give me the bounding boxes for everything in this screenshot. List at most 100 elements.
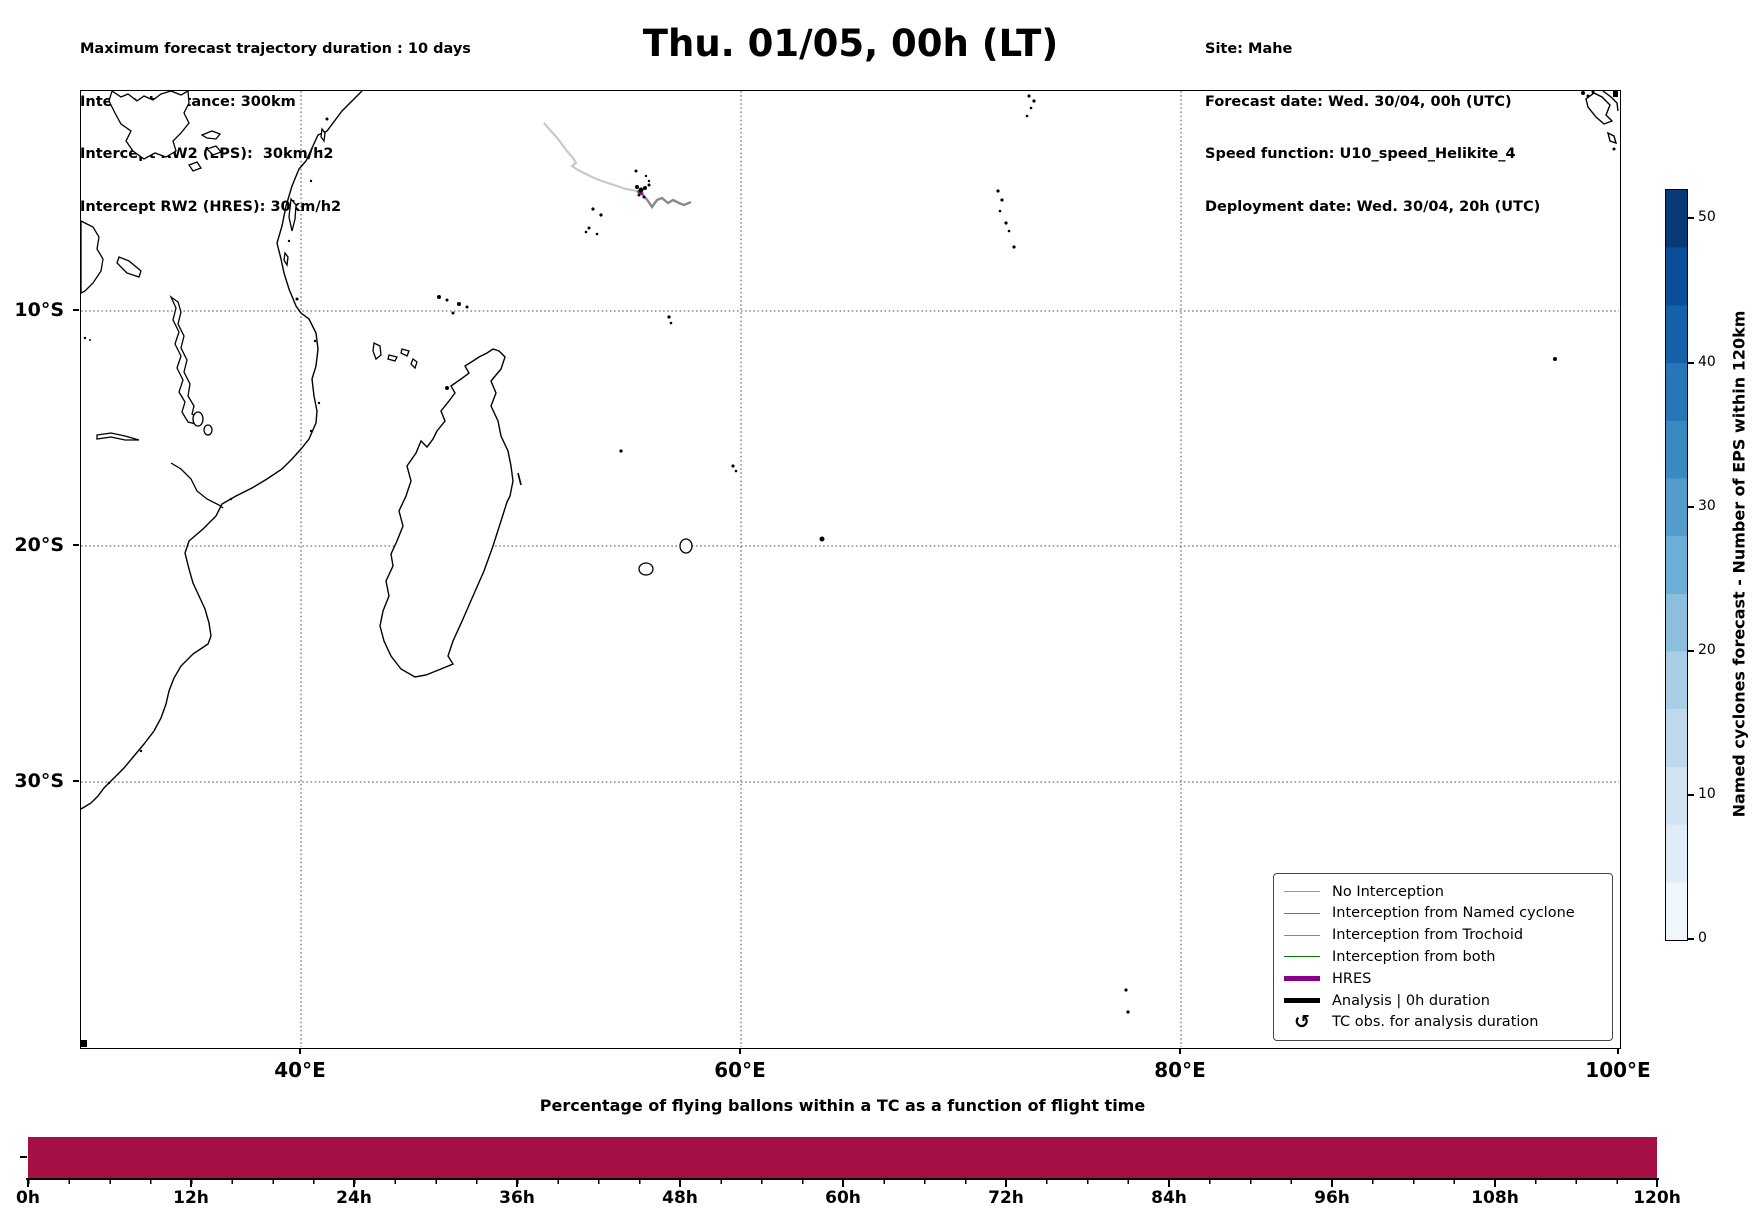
x-tick-label: 120h [1633, 1188, 1681, 1208]
map-ytick-20s: 20°S [14, 534, 64, 556]
x-tick-label: 108h [1471, 1188, 1519, 1208]
lake-rukwa [116, 256, 142, 278]
x-tick [842, 1180, 844, 1187]
lake-victoria [108, 89, 190, 160]
header-left-line: Maximum forecast trajectory duration : 1… [80, 41, 471, 57]
colorbar-tick [1688, 362, 1694, 364]
legend-item-no-interception: No Interception [1284, 881, 1602, 902]
map-tick [73, 309, 79, 311]
black-thick-line-icon [1284, 998, 1320, 1004]
x-tick-label: 12h [173, 1188, 209, 1208]
colorbar-tick-label: 20 [1698, 642, 1716, 658]
small-lake [205, 145, 223, 156]
island-dots [81, 90, 1618, 1047]
moheli [387, 354, 398, 362]
coastal-islands [283, 127, 693, 576]
x-tick-label: 60h [825, 1188, 861, 1208]
gray-line-icon [1284, 891, 1320, 892]
bottom-chart-y-tick [20, 1156, 27, 1158]
map-tick [1179, 1049, 1181, 1054]
x-tick [1168, 1180, 1170, 1187]
legend-item-trochoid: Interception from Trochoid [1284, 925, 1602, 946]
colorbar-tick-label: 40 [1698, 354, 1716, 370]
lake-outlines [80, 89, 223, 441]
zambezi-river [170, 462, 224, 509]
figure-title: Thu. 01/05, 00h (LT) [642, 22, 1059, 65]
x-tick [353, 1180, 355, 1187]
map-plot-area [80, 89, 1621, 1049]
header-right-line: Forecast date: Wed. 30/04, 00h (UTC) [1205, 93, 1512, 110]
pemba-island [320, 127, 326, 143]
lake-tanganyika [80, 219, 104, 295]
trajectory-no-interception-dark [636, 190, 692, 210]
mayotte [410, 357, 418, 370]
x-tick-label: 36h [499, 1188, 535, 1208]
legend-item-tc-obs: ↺ TC obs. for analysis duration [1284, 1012, 1602, 1033]
x-tick [1331, 1180, 1333, 1187]
bottom-chart-x-axis [26, 1178, 1659, 1180]
x-tick-label: 84h [1151, 1188, 1187, 1208]
x-tick [679, 1180, 681, 1187]
siberut-island [1585, 92, 1614, 125]
small-lake [203, 424, 213, 436]
small-island [1606, 131, 1618, 145]
header-left-line: Intercept RW2 (HRES): 30km/h2 [80, 198, 342, 215]
x-tick [1005, 1180, 1007, 1187]
mauritius-island [679, 538, 693, 554]
sumatra-fragments [1585, 90, 1619, 145]
lake-chilwa [192, 411, 204, 427]
colorbar-tick [1688, 217, 1694, 219]
sainte-marie-island [517, 472, 522, 486]
map-tick [1617, 1049, 1619, 1054]
colorbar-tick [1688, 506, 1694, 508]
x-tick [190, 1180, 192, 1187]
map-tick [73, 544, 79, 546]
cyclone-rotation-icon: ↺ [1294, 1010, 1310, 1033]
map-tick [739, 1049, 741, 1054]
x-tick-label: 48h [662, 1188, 698, 1208]
colorbar [1665, 189, 1688, 941]
lake-cahora-bassa [96, 432, 140, 441]
map-svg [80, 89, 1619, 1047]
map-ytick-30s: 30°S [14, 770, 64, 792]
africa-coastline [80, 90, 363, 810]
x-tick [1494, 1180, 1496, 1187]
sumatra-coast-edge [1602, 90, 1619, 112]
colorbar-axis-label: Named cyclones forecast - Number of EPS … [1729, 310, 1749, 818]
x-tick-label: 24h [336, 1188, 372, 1208]
flight-time-bar [28, 1137, 1657, 1178]
bottom-chart-title: Percentage of flying ballons within a TC… [539, 1096, 1146, 1115]
colorbar-tick [1688, 938, 1694, 940]
x-tick-label: 0h [16, 1188, 40, 1208]
purple-thick-line-icon [1284, 976, 1320, 982]
legend-item-hres: HRES [1284, 968, 1602, 989]
lake-kyoga [200, 130, 222, 140]
hres-track-segment [637, 189, 644, 196]
map-xtick-40e: 40°E [274, 1058, 326, 1082]
colorbar-tick-label: 10 [1698, 786, 1716, 802]
colorbar-tick [1688, 650, 1694, 652]
colorbar-tick-label: 50 [1698, 209, 1716, 225]
map-xtick-100e: 100°E [1585, 1058, 1651, 1082]
madagascar-outline [379, 348, 514, 678]
colorbar-tick-label: 30 [1698, 498, 1716, 514]
orange-line-icon [1284, 912, 1320, 914]
anjouan [400, 348, 410, 357]
map-tick [299, 1049, 301, 1054]
map-ytick-10s: 10°S [14, 299, 64, 321]
map-tick [73, 780, 79, 782]
green-line-icon [1284, 956, 1320, 958]
legend-item-both: Interception from both [1284, 946, 1602, 967]
colorbar-tick [1688, 794, 1694, 796]
nosy-be-island [445, 386, 449, 390]
header-right-line: Deployment date: Wed. 30/04, 20h (UTC) [1205, 198, 1541, 215]
legend-item-named-cyclone: Interception from Named cyclone [1284, 903, 1602, 924]
map-xtick-80e: 80°E [1154, 1058, 1206, 1082]
x-tick [1656, 1180, 1658, 1187]
lake-malawi [169, 295, 200, 425]
trajectory-no-interception-light [543, 122, 638, 193]
x-tick [516, 1180, 518, 1187]
olive-line-icon [1284, 934, 1320, 936]
zanzibar-island [288, 197, 297, 232]
